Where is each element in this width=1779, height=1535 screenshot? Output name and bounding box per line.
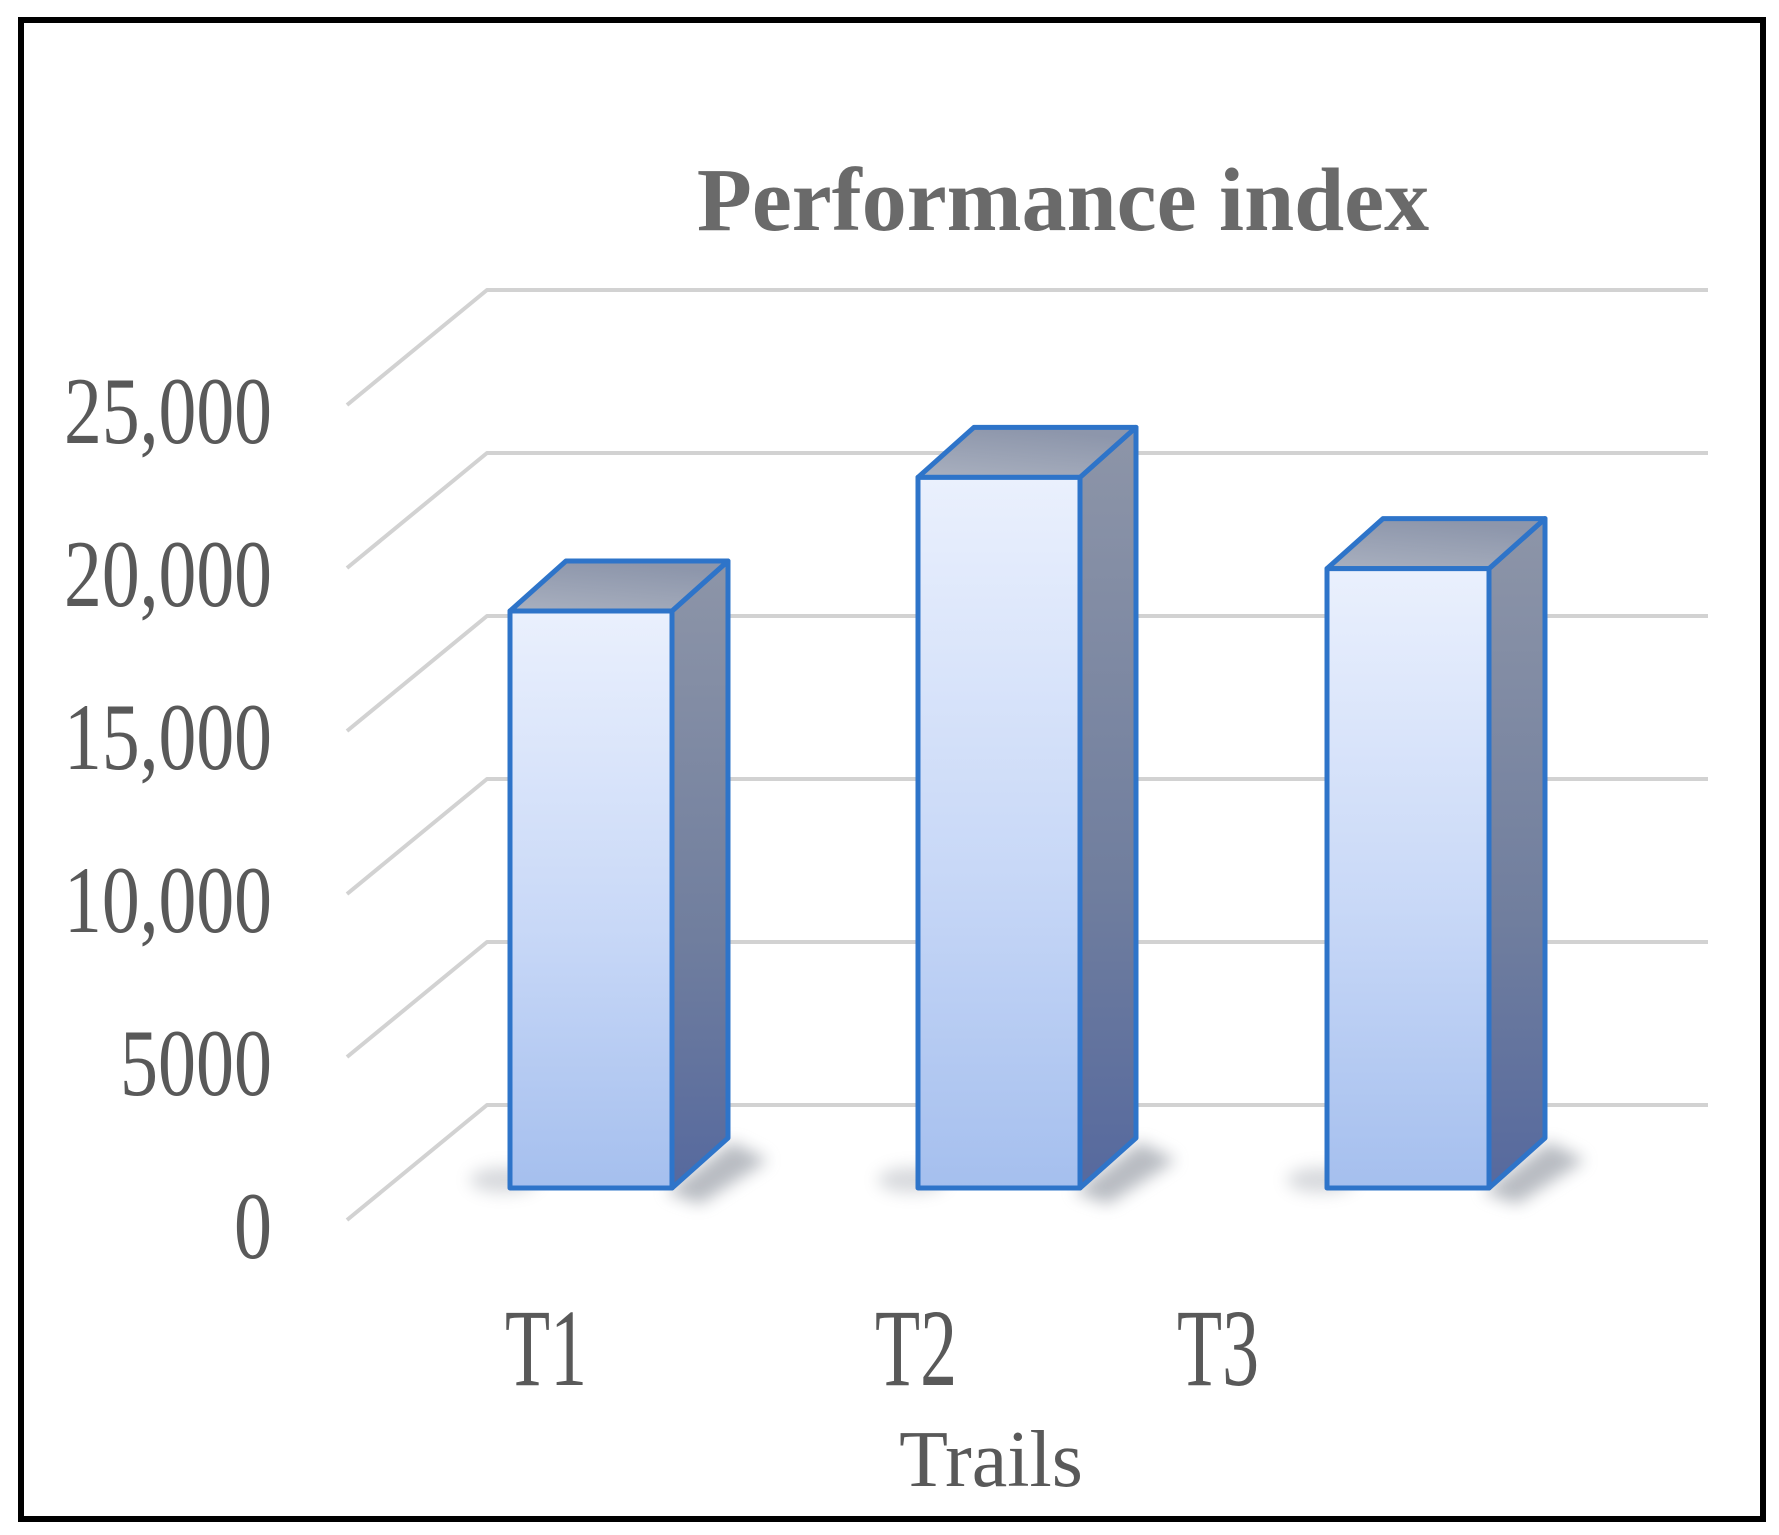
y-tick-label-10000: 10,000 [64, 847, 272, 953]
gridlines-layer [345, 288, 1708, 1222]
x-tick-label-T1: T1 [505, 1287, 587, 1409]
bar-T1 [470, 558, 768, 1204]
gridline-25000 [345, 288, 1708, 407]
bar-front-face [1324, 566, 1492, 1191]
y-tick-label-0: 0 [234, 1173, 272, 1279]
y-axis-tick-labels: 0 5000 10,000 15,000 20,000 25,000 [64, 358, 272, 1279]
gridline-20000 [345, 451, 1708, 570]
y-tick-label-5000: 5000 [120, 1010, 272, 1116]
bar-T3 [1287, 516, 1585, 1204]
x-tick-label-T2: T2 [875, 1287, 957, 1409]
bar-front-face [507, 608, 675, 1191]
y-tick-label-15000: 15,000 [64, 684, 272, 790]
gridline-5000 [345, 940, 1708, 1059]
bar-front-face [915, 474, 1083, 1191]
bar-side-face [1077, 424, 1139, 1191]
y-tick-label-20000: 20,000 [64, 521, 272, 627]
x-tick-label-T3: T3 [1177, 1287, 1259, 1409]
gridline-15000 [345, 614, 1708, 733]
bars-layer [470, 424, 1585, 1204]
frame-border [18, 17, 1766, 1522]
bar-T2 [878, 424, 1176, 1204]
gridline-10000 [345, 777, 1708, 896]
bar-side-face [1486, 516, 1548, 1191]
x-axis-tick-labels: T1 T2 T3 [505, 1287, 1259, 1409]
y-tick-label-25000: 25,000 [64, 358, 272, 464]
gridline-0 [345, 1103, 1708, 1222]
x-axis-title: Trails [899, 1416, 1083, 1504]
chart-title: Performance index [697, 151, 1429, 250]
bar-side-face [669, 558, 731, 1191]
bar-shadow [1074, 1142, 1176, 1204]
bar-shadow [1483, 1142, 1585, 1204]
bar-shadow [666, 1142, 768, 1204]
